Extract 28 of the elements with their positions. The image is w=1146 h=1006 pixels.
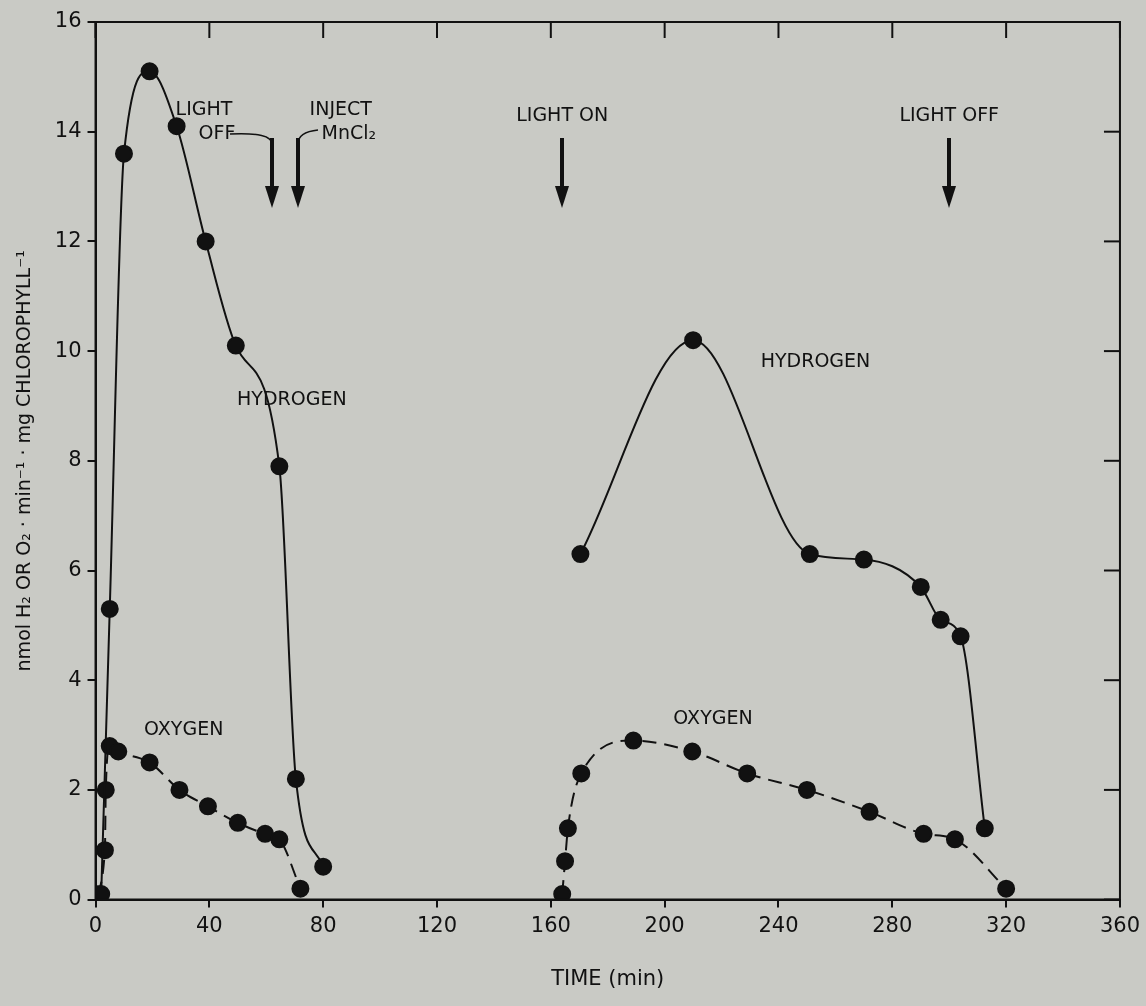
x-tick-label: 200 bbox=[644, 912, 685, 937]
y-tick-label: 2 bbox=[68, 776, 82, 801]
y-tick-label: 16 bbox=[54, 8, 82, 33]
x-tick-label: 360 bbox=[1099, 912, 1141, 937]
x-tick-label: 40 bbox=[195, 912, 223, 937]
y-tick-label: 0 bbox=[68, 886, 82, 911]
y-tick-label: 6 bbox=[68, 556, 82, 581]
y-tick-label: 10 bbox=[54, 337, 82, 362]
x-tick-label: 280 bbox=[872, 912, 913, 937]
annotation: LIGHT ON bbox=[516, 103, 609, 126]
annotation: LIGHT OFF bbox=[899, 103, 1000, 126]
x-tick-label: 120 bbox=[416, 912, 458, 937]
y-tick-label: 8 bbox=[68, 447, 82, 472]
x-tick-label: 160 bbox=[530, 912, 571, 937]
y-tick-label: 12 bbox=[54, 227, 82, 252]
y-tick-label: 14 bbox=[54, 118, 82, 143]
series-label: HYDROGEN bbox=[760, 349, 871, 372]
annotation: LIGHT OFF bbox=[175, 97, 236, 144]
x-tick-label: 240 bbox=[758, 912, 799, 937]
annotation: INJECT MnCl₂ bbox=[309, 97, 377, 144]
series-label: OXYGEN bbox=[144, 716, 224, 739]
series-label: OXYGEN bbox=[673, 705, 753, 728]
x-tick-label: 320 bbox=[986, 912, 1027, 937]
x-tick-label: 0 bbox=[88, 912, 103, 937]
y-axis-title: nmol H₂ OR O₂ · min⁻¹ · mg CHLOROPHYLL⁻¹ bbox=[12, 250, 35, 672]
x-axis-title: TIME (min) bbox=[550, 965, 665, 990]
x-tick-label: 80 bbox=[309, 912, 337, 937]
y-tick-label: 4 bbox=[68, 666, 82, 691]
